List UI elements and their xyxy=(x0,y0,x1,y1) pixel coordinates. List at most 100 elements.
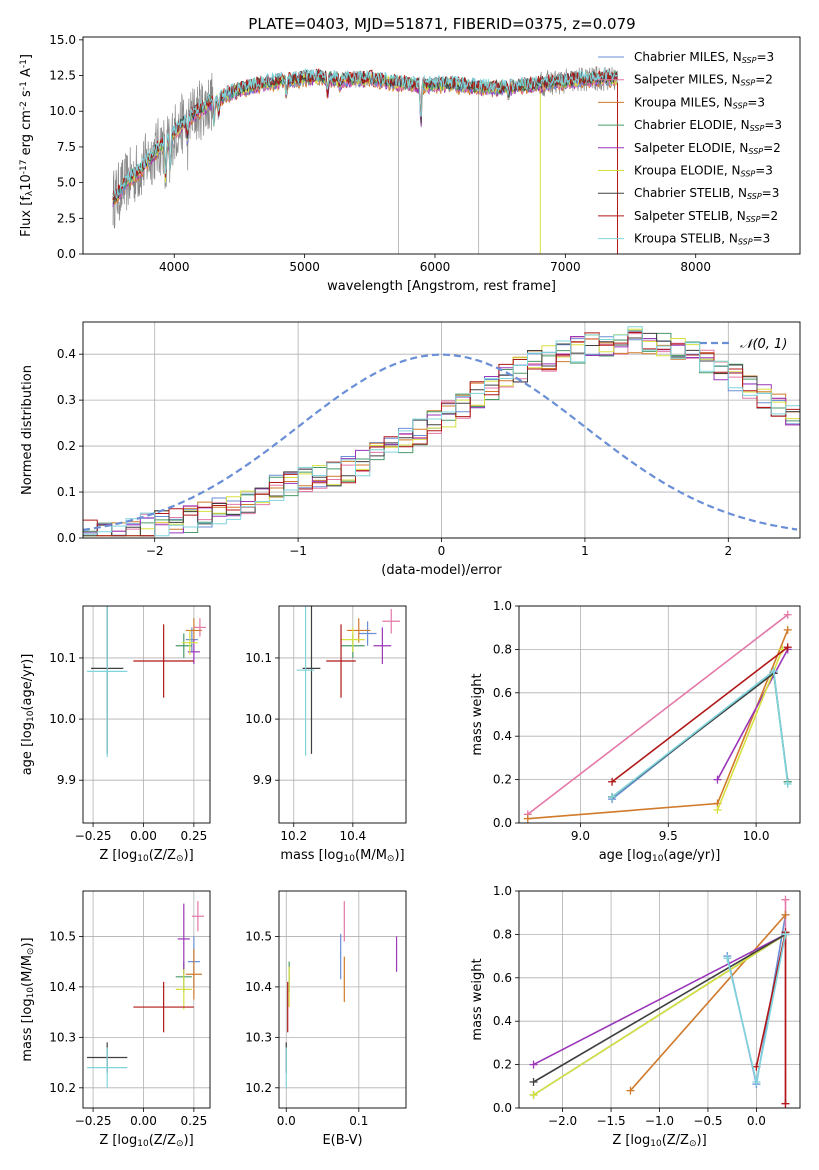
axes-frame xyxy=(82,36,801,255)
weight-line-salpeter-elodie xyxy=(716,649,789,780)
x-tick-label: 0 xyxy=(438,544,446,558)
x-tick-label: 0.1 xyxy=(349,1114,368,1128)
y-tick-label: 0.0 xyxy=(57,247,76,261)
y-tick-label: 0.8 xyxy=(493,927,512,941)
panel-spectrum: 4000 5000 6000 7000 8000 0.0 2.5 5.0 7.5 10.0 12.5… xyxy=(19,33,801,294)
y-tick-label: 0.2 xyxy=(493,773,512,787)
axes-frame xyxy=(82,321,801,539)
y-tick-label: 0.0 xyxy=(57,531,76,545)
x-tick-label: 10.0 xyxy=(743,829,770,843)
axes-frame xyxy=(278,605,407,824)
y-axis-label: Flux [fλ10-17 erg cm-2 s-1 A-1] xyxy=(19,54,35,237)
spectrum-data-line xyxy=(112,66,618,229)
x-axis-label: E(B-V) xyxy=(322,1133,362,1148)
legend-label: Salpeter MILES, NSSP=2 xyxy=(634,73,773,88)
x-tick-label: −1.5 xyxy=(596,1114,625,1128)
x-tick-label: −0.25 xyxy=(75,1114,112,1128)
y-tick-label: 9.9 xyxy=(253,773,272,787)
plot-area-spectrum xyxy=(112,66,618,254)
hist-series-salpeter-elodie xyxy=(83,331,800,535)
panel-weight_vs_Z: −2.0 −1.5 −1.0 −0.5 0.0 0.0 0.2 0.4 0.6 0.8 1.0 Z [… xyxy=(470,884,801,1149)
axes-frame xyxy=(518,890,801,1109)
axes-frame xyxy=(82,605,211,824)
x-tick-label: 0.00 xyxy=(130,1114,157,1128)
weight-line-salpeter-miles xyxy=(527,614,789,815)
x-tick-label: 0.25 xyxy=(181,1114,208,1128)
y-tick-label: 10.0 xyxy=(49,104,76,118)
x-tick-label: −1 xyxy=(289,544,307,558)
axes-frame xyxy=(278,890,407,1109)
y-tick-label: 0.1 xyxy=(57,485,76,499)
normal-curve xyxy=(83,353,798,531)
y-tick-label: 10.3 xyxy=(245,1030,272,1044)
y-tick-label: 0.4 xyxy=(57,347,76,361)
weight-line-salpeter-elodie xyxy=(533,933,786,1066)
y-tick-label: 9.9 xyxy=(57,773,76,787)
y-axis-label: age [log10(age/yr)] xyxy=(20,654,36,776)
y-axis-label: mass [log10(M/M⊙)] xyxy=(20,937,36,1061)
plot-area-mass_vs_EBV xyxy=(285,901,398,1088)
plot-area-weight_vs_age xyxy=(523,610,792,823)
y-tick-label: 10.4 xyxy=(49,980,76,994)
x-tick-label: 8000 xyxy=(680,260,711,274)
panel-mass_vs_EBV: 0.0 0.1 10.2 10.3 10.4 10.5 E(B-V) xyxy=(245,890,407,1148)
legend-label: Kroupa STELIB, NSSP=3 xyxy=(634,232,770,247)
x-tick-label: 10.2 xyxy=(280,829,307,843)
x-tick-label: 0.25 xyxy=(181,829,208,843)
panel-mass_vs_Z: −0.25 0.00 0.25 10.2 10.3 10.4 10.5 Z [log10(Z/… xyxy=(20,890,211,1149)
y-tick-label: 0.6 xyxy=(493,971,512,985)
x-axis-label: Z [log10(Z/Z⊙)] xyxy=(612,1133,706,1149)
y-tick-label: 12.5 xyxy=(49,69,76,83)
legend-label: Chabrier ELODIE, NSSP=3 xyxy=(634,118,782,133)
x-tick-label: 9.5 xyxy=(659,829,678,843)
y-tick-label: 0.2 xyxy=(57,439,76,453)
y-tick-label: 0.6 xyxy=(493,686,512,700)
x-tick-label: 6000 xyxy=(420,260,451,274)
x-tick-label: 5000 xyxy=(289,260,320,274)
plot-area-mass_vs_Z xyxy=(87,901,204,1088)
plot-area-age_vs_mass xyxy=(296,606,401,756)
plot-area-weight_vs_Z xyxy=(529,895,790,1108)
figure-title: PLATE=0403, MJD=51871, FIBERID=0375, z=0… xyxy=(248,15,635,33)
y-tick-label: 0.2 xyxy=(493,1058,512,1072)
legend-label: 𝒩(0, 1) xyxy=(740,337,787,352)
y-tick-label: 10.4 xyxy=(245,980,272,994)
y-tick-label: 0.0 xyxy=(493,816,512,830)
x-tick-label: −1.0 xyxy=(645,1114,674,1128)
legend-label: Chabrier STELIB, NSSP=3 xyxy=(634,186,779,201)
y-tick-label: 10.1 xyxy=(245,651,272,665)
x-axis-label: wavelength [Angstrom, rest frame] xyxy=(327,279,556,294)
y-tick-label: 10.1 xyxy=(49,651,76,665)
y-axis-label: mass weight xyxy=(470,673,485,755)
panel-age_vs_Z: −0.25 0.00 0.25 9.9 10.0 10.1 Z [log10(Z/Z⊙)] a… xyxy=(20,605,211,864)
x-tick-label: 1 xyxy=(581,544,589,558)
y-tick-label: 10.0 xyxy=(245,712,272,726)
y-axis-label: mass weight xyxy=(470,958,485,1040)
x-axis-label: age [log10(age/yr)] xyxy=(599,848,721,864)
y-tick-label: 1.0 xyxy=(493,599,512,613)
panel-age_vs_mass: 10.2 10.4 9.9 10.0 10.1 mass [log10(M/M⊙)] xyxy=(245,605,407,864)
y-tick-label: 10.5 xyxy=(49,929,76,943)
x-tick-label: 2 xyxy=(724,544,732,558)
panel-weight_vs_age: 9.0 9.5 10.0 0.0 0.2 0.4 0.6 0.8 1.0 age [log10(a… xyxy=(470,599,801,864)
x-tick-label: 0.00 xyxy=(130,829,157,843)
y-tick-label: 2.5 xyxy=(57,211,76,225)
x-axis-label: (data-model)/error xyxy=(381,563,502,578)
y-tick-label: 10.5 xyxy=(245,929,272,943)
hist-series-kroupa-stelib xyxy=(83,326,800,537)
legend-label: Salpeter STELIB, NSSP=2 xyxy=(634,209,778,224)
y-tick-label: 1.0 xyxy=(493,884,512,898)
y-tick-label: 10.3 xyxy=(49,1030,76,1044)
x-tick-label: 4000 xyxy=(159,260,190,274)
legend-label: Chabrier MILES, NSSP=3 xyxy=(634,50,774,65)
y-tick-label: 15.0 xyxy=(49,33,76,47)
weight-line-kroupa-elodie xyxy=(716,649,784,811)
axes-frame xyxy=(82,890,211,1109)
x-tick-label: −2 xyxy=(146,544,164,558)
x-axis-label: Z [log10(Z/Z⊙)] xyxy=(99,848,193,864)
y-tick-label: 10.2 xyxy=(245,1081,272,1095)
x-tick-label: −0.5 xyxy=(693,1114,722,1128)
x-tick-label: 9.0 xyxy=(571,829,590,843)
plot-area-age_vs_Z xyxy=(87,606,206,757)
